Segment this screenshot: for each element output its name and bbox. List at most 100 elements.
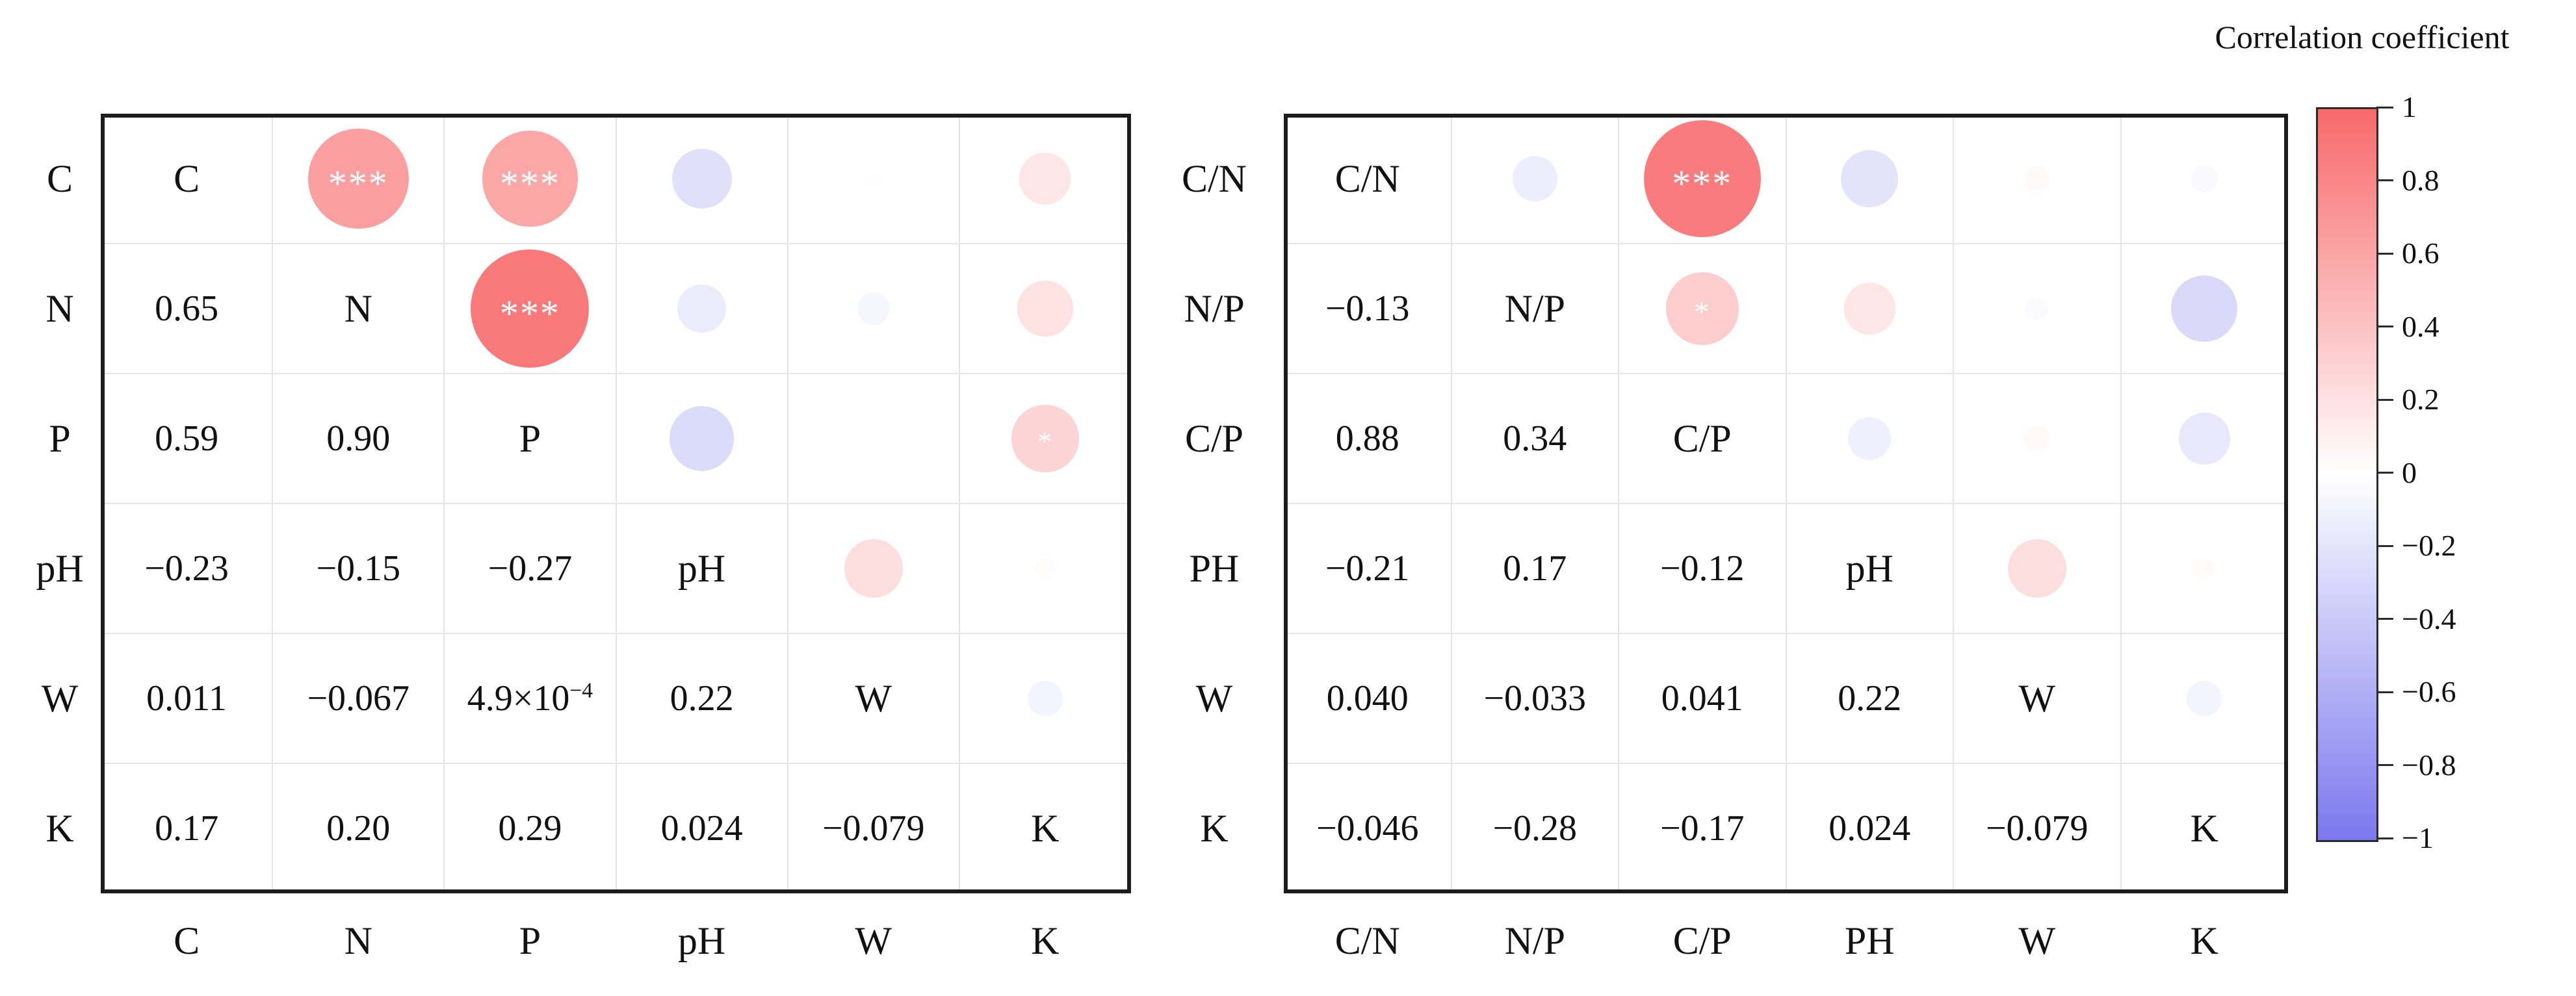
correlation-circle: * — [1665, 272, 1739, 345]
correlation-circle — [1019, 153, 1071, 205]
grid-line — [787, 114, 788, 893]
col-label: K — [2190, 919, 2218, 962]
diagonal-label: K — [2190, 807, 2218, 850]
significance-stars: *** — [499, 292, 560, 335]
colorbar-tick — [2376, 764, 2393, 766]
cell-value: 0.90 — [326, 418, 391, 459]
correlation-circle: *** — [482, 131, 579, 227]
colorbar-tick — [2376, 618, 2393, 620]
diagonal-label: P — [519, 417, 541, 460]
cell-value: −0.067 — [307, 678, 410, 719]
correlation-circle — [669, 406, 735, 471]
cell-value: 0.17 — [1503, 548, 1567, 589]
cell-value: 0.65 — [155, 288, 219, 329]
col-label: C/P — [1672, 919, 1732, 962]
grid-line — [101, 763, 1131, 764]
significance-stars: * — [1693, 296, 1711, 330]
col-label: PH — [1844, 919, 1895, 962]
cell-value: 0.88 — [1335, 418, 1399, 459]
colorbar-tick — [2376, 179, 2393, 181]
correlation-circle: *** — [307, 128, 409, 229]
correlation-circle — [2007, 539, 2066, 598]
correlation-circle — [872, 437, 875, 441]
cell-value: −0.27 — [488, 548, 573, 589]
colorbar-tick — [2376, 472, 2393, 474]
correlation-circle — [1512, 156, 1557, 201]
colorbar-tick — [2376, 837, 2393, 839]
grid-line — [1284, 763, 2288, 764]
row-label: N/P — [1184, 287, 1245, 330]
grid-line — [1284, 503, 2288, 504]
correlation-circle — [1847, 416, 1892, 461]
cell-value: −0.12 — [1659, 548, 1745, 589]
col-label: pH — [677, 919, 726, 962]
correlation-circle — [1841, 150, 1899, 207]
row-label: K — [1200, 807, 1229, 850]
row-label: K — [46, 807, 74, 850]
colorbar-tick — [2376, 252, 2393, 255]
colorbar-tick — [2376, 398, 2393, 401]
row-label: PH — [1189, 547, 1240, 590]
correlation-circle — [1017, 281, 1073, 337]
colorbar-tick — [2376, 106, 2393, 109]
grid-line — [2120, 114, 2122, 893]
row-label: C/P — [1184, 417, 1244, 460]
correlation-circle — [2178, 413, 2230, 465]
diagonal-label: C/N — [1334, 157, 1400, 200]
row-label: W — [1195, 677, 1233, 720]
col-label: W — [855, 919, 892, 962]
cell-value: 0.29 — [498, 808, 562, 849]
diagonal-label: N — [344, 287, 372, 330]
grid-line — [1953, 114, 1954, 893]
correlation-circle — [1035, 559, 1055, 578]
correlation-circle — [677, 284, 726, 333]
cell-value: −0.15 — [316, 548, 401, 589]
legend-title: Correlation coefficient — [2215, 19, 2510, 55]
diagonal-label: N/P — [1504, 287, 1565, 330]
col-label: N/P — [1504, 919, 1565, 962]
correlation-circle — [1843, 283, 1895, 335]
correlation-circle — [1027, 681, 1063, 716]
colorbar-tick-label: 0.8 — [2402, 163, 2439, 197]
cell-value: 0.20 — [326, 808, 391, 849]
row-label: pH — [36, 547, 84, 590]
grid-line — [1284, 633, 2288, 634]
correlation-circle — [866, 172, 880, 186]
cell-value: 0.22 — [670, 678, 734, 719]
correlation-circle — [671, 148, 732, 209]
cell-value: −0.28 — [1492, 808, 1578, 849]
significance-stars: * — [1037, 426, 1053, 458]
cell-value: 0.17 — [155, 808, 219, 849]
correlation-circle — [2024, 426, 2050, 452]
correlation-circle: *** — [471, 249, 590, 368]
col-label: W — [2018, 919, 2056, 962]
colorbar-tick-label: 0.4 — [2402, 309, 2439, 343]
significance-stars: *** — [499, 162, 560, 205]
diagonal-label: pH — [1845, 547, 1893, 590]
significance-stars: *** — [328, 162, 389, 205]
significance-stars: *** — [1672, 162, 1733, 205]
cell-value: 0.59 — [155, 418, 219, 459]
colorbar-tick — [2376, 691, 2393, 693]
colorbar-tick-label: 1 — [2402, 90, 2417, 123]
col-label: C — [174, 919, 200, 962]
exponent: −4 — [569, 678, 593, 703]
grid-line — [958, 114, 960, 893]
corr-panel-right: C/N N/P C/P pH W K −0.13 *** 0.88 −0.21 0.040 −0.04… — [1284, 114, 2288, 893]
cell-value: 0.011 — [146, 678, 228, 719]
row-label: C — [46, 157, 73, 200]
cell-value: 0.040 — [1326, 678, 1409, 719]
colorbar-tick-label: −0.2 — [2402, 529, 2456, 562]
correlation-circle — [2191, 165, 2218, 192]
correlation-circle — [2187, 681, 2222, 716]
correlation-circle — [2194, 559, 2215, 578]
col-label: N — [344, 919, 372, 962]
correlation-circle: * — [1011, 405, 1079, 472]
colorbar-tick-label: −0.6 — [2402, 675, 2456, 708]
row-label: C/N — [1181, 157, 1247, 200]
cell-value: 0.024 — [1828, 808, 1911, 849]
correlation-circle: *** — [1643, 120, 1761, 238]
row-label: N — [46, 287, 74, 330]
grid-line — [101, 503, 1131, 504]
